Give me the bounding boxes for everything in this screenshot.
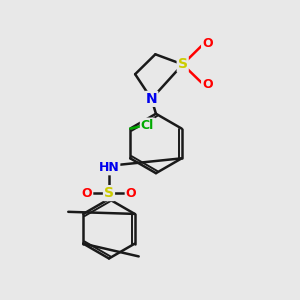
Text: O: O (126, 187, 136, 200)
Text: HN: HN (99, 161, 119, 174)
Text: S: S (178, 57, 188, 71)
Text: Cl: Cl (141, 118, 154, 131)
Text: N: N (146, 92, 157, 106)
Text: O: O (82, 187, 92, 200)
Text: S: S (104, 186, 114, 200)
Text: O: O (202, 78, 213, 91)
Text: O: O (202, 38, 213, 50)
